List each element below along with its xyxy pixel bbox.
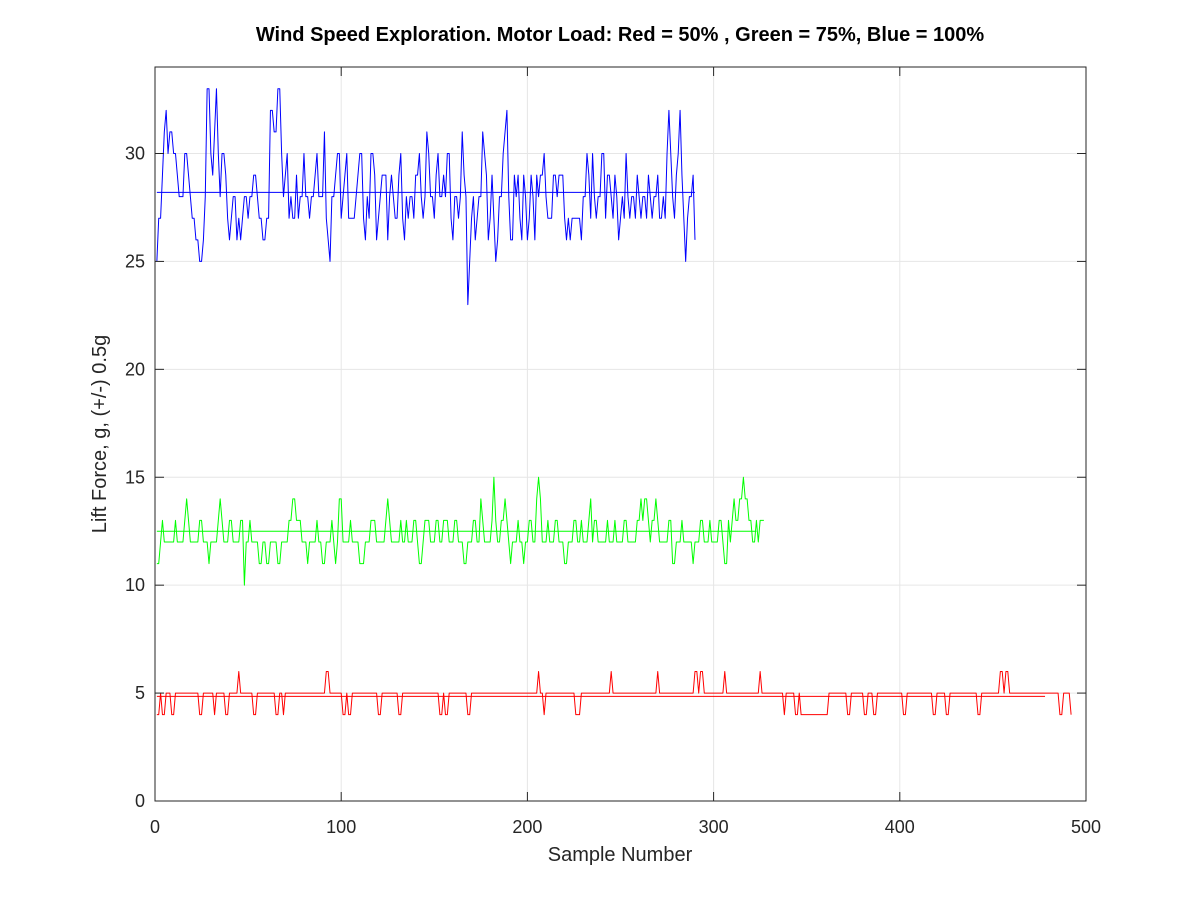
y-tick-label: 10 [125,575,145,595]
x-axis-label: Sample Number [548,844,693,866]
axis-ticks: 0 100 200 300 400 500 0 5 10 15 20 25 30 [125,67,1101,837]
y-axis-label: Lift Force, g, (+/-) 0.5g [89,335,111,533]
x-tick-label: 100 [326,817,356,837]
chart-title: Wind Speed Exploration. Motor Load: Red … [256,24,985,46]
y-tick-label: 20 [125,359,145,379]
series-line-1 [156,476,764,586]
y-tick-label: 25 [125,251,145,271]
y-tick-label: 30 [125,144,145,164]
y-tick-label: 5 [135,683,145,703]
x-tick-label: 400 [885,817,915,837]
series-layer [156,88,1072,716]
grid-lines [155,67,1086,801]
y-tick-label: 15 [125,467,145,487]
series-line-2 [156,88,696,306]
x-tick-label: 200 [512,817,542,837]
x-tick-label: 0 [150,817,160,837]
y-tick-label: 0 [135,791,145,811]
plot-frame [154,66,1087,802]
plot-area [155,67,1086,801]
x-tick-label: 300 [699,817,729,837]
x-tick-label: 500 [1071,817,1101,837]
series-line-0 [156,671,1072,716]
